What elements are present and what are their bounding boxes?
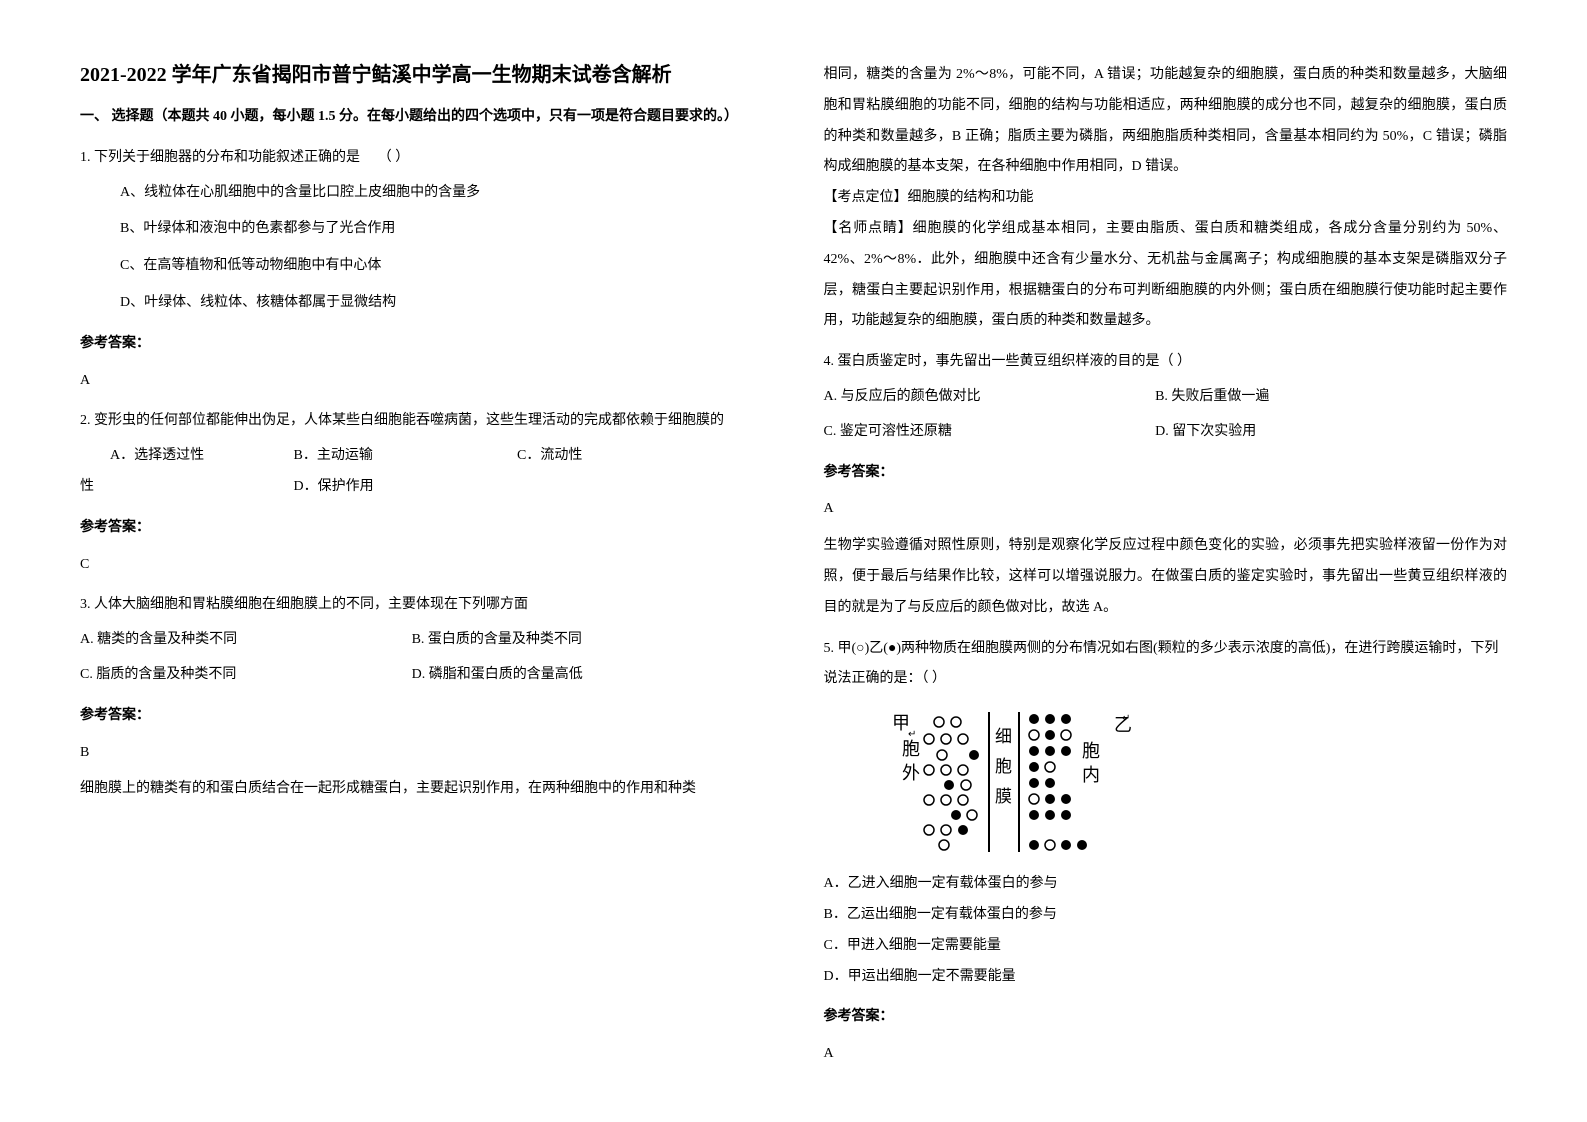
q4-options-row2: C. 鉴定可溶性还原糖 D. 留下次实验用 bbox=[824, 417, 1508, 448]
q1-option-a: A、线粒体在心肌细胞中的含量比口腔上皮细胞中的含量多 bbox=[120, 178, 764, 209]
q3-option-d: D. 磷脂和蛋白质的含量高低 bbox=[412, 660, 740, 691]
svg-text:↵: ↵ bbox=[1122, 713, 1130, 724]
question-5: 5. 甲(○)乙(●)两种物质在细胞膜两侧的分布情况如右图(颗粒的多少表示浓度的… bbox=[824, 634, 1508, 696]
q4-explanation: 生物学实验遵循对照性原则，特别是观察化学反应过程中颜色变化的实验，必须事先把实验… bbox=[824, 531, 1508, 623]
q4-answer: A bbox=[824, 494, 1508, 525]
svg-text:胞: 胞 bbox=[995, 757, 1012, 776]
q5-option-d: D．甲运出细胞一定不需要能量 bbox=[824, 962, 1508, 993]
q5-option-c: C．甲进入细胞一定需要能量 bbox=[824, 931, 1508, 962]
q3-options-row1: A. 糖类的含量及种类不同 B. 蛋白质的含量及种类不同 bbox=[80, 625, 764, 656]
question-4: 4. 蛋白质鉴定时，事先留出一些黄豆组织样液的目的是（ ） bbox=[824, 347, 1508, 378]
q3-mingshi: 【名师点睛】细胞膜的化学组成基本相同，主要由脂质、蛋白质和糖类组成，各成分含量分… bbox=[824, 214, 1508, 337]
q5-diagram: 甲 ↵ 胞 外 细 bbox=[864, 707, 1508, 857]
q1-answer-label: 参考答案： bbox=[80, 329, 764, 360]
q1-stem: 1. 下列关于细胞器的分布和功能叙述正确的是 bbox=[80, 150, 360, 165]
q2-option-a: A．选择透过性 bbox=[110, 441, 290, 472]
q3-option-a: A. 糖类的含量及种类不同 bbox=[80, 625, 408, 656]
q2-options-row1: A．选择透过性 B．主动运输 C．流动性 bbox=[110, 441, 764, 472]
q4-option-c: C. 鉴定可溶性还原糖 bbox=[824, 417, 1152, 448]
q1-option-d: D、叶绿体、线粒体、核糖体都属于显微结构 bbox=[120, 288, 764, 319]
q5-answer: A bbox=[824, 1039, 1508, 1070]
q3-options-row2: C. 脂质的含量及种类不同 D. 磷脂和蛋白质的含量高低 bbox=[80, 660, 764, 691]
q2-option-c: C．流动性 bbox=[517, 441, 582, 472]
question-3: 3. 人体大脑细胞和胃粘膜细胞在细胞膜上的不同，主要体现在下列哪方面 bbox=[80, 590, 764, 621]
q3-explanation-partial: 细胞膜上的糖类有的和蛋白质结合在一起形成糖蛋白，主要起识别作用，在两种细胞中的作… bbox=[80, 774, 764, 805]
q1-paren: （ ） bbox=[364, 143, 424, 174]
kaodian-text: 细胞膜的结构和功能 bbox=[908, 190, 1034, 205]
q1-answer: A bbox=[80, 366, 764, 397]
q3-explanation-cont: 相同，糖类的含量为 2%～8%，可能不同，A 错误；功能越复杂的细胞膜，蛋白质的… bbox=[824, 60, 1508, 183]
q3-option-c: C. 脂质的含量及种类不同 bbox=[80, 660, 408, 691]
svg-text:膜: 膜 bbox=[995, 787, 1012, 806]
q2-answer-label: 参考答案： bbox=[80, 513, 764, 544]
q2-answer: C bbox=[80, 550, 764, 581]
kaodian-label: 【考点定位】 bbox=[824, 190, 908, 205]
q4-answer-label: 参考答案： bbox=[824, 458, 1508, 489]
q2-option-b: B．主动运输 bbox=[294, 441, 514, 472]
left-column: 2021-2022 学年广东省揭阳市普宁鲒溪中学高一生物期末试卷含解析 一、 选… bbox=[80, 60, 764, 1062]
mingshi-text: 细胞膜的化学组成基本相同，主要由脂质、蛋白质和糖类组成，各成分含量分别约为 50… bbox=[824, 221, 1508, 328]
q4-option-b: B. 失败后重做一遍 bbox=[1155, 382, 1483, 413]
mingshi-label: 【名师点睛】 bbox=[824, 221, 913, 236]
svg-text:细: 细 bbox=[995, 727, 1012, 746]
q1-option-b: B、叶绿体和液泡中的色素都参与了光合作用 bbox=[120, 214, 764, 245]
question-1: 1. 下列关于细胞器的分布和功能叙述正确的是 （ ） bbox=[80, 143, 764, 174]
q5-option-b: B．乙运出细胞一定有载体蛋白的参与 bbox=[824, 900, 1508, 931]
q4-options-row1: A. 与反应后的颜色做对比 B. 失败后重做一遍 bbox=[824, 382, 1508, 413]
exam-title: 2021-2022 学年广东省揭阳市普宁鲒溪中学高一生物期末试卷含解析 bbox=[80, 60, 764, 90]
q1-option-c: C、在高等植物和低等动物细胞中有中心体 bbox=[120, 251, 764, 282]
q4-option-a: A. 与反应后的颜色做对比 bbox=[824, 382, 1152, 413]
q5-answer-label: 参考答案： bbox=[824, 1002, 1508, 1033]
svg-text:胞: 胞 bbox=[902, 739, 920, 759]
section-1-header: 一、 选择题（本题共 40 小题，每小题 1.5 分。在每小题给出的四个选项中，… bbox=[80, 102, 764, 133]
question-2: 2. 变形虫的任何部位都能伸出伪足，人体某些白细胞能吞噬病菌，这些生理活动的完成… bbox=[80, 406, 764, 437]
q3-option-b: B. 蛋白质的含量及种类不同 bbox=[412, 625, 740, 656]
q3-answer-label: 参考答案： bbox=[80, 701, 764, 732]
q3-kaodian: 【考点定位】细胞膜的结构和功能 bbox=[824, 183, 1508, 214]
q2-option-d: D．保护作用 bbox=[294, 472, 374, 503]
svg-text:外: 外 bbox=[902, 763, 920, 783]
q5-option-a: A．乙进入细胞一定有载体蛋白的参与 bbox=[824, 869, 1508, 900]
q4-option-d: D. 留下次实验用 bbox=[1155, 417, 1483, 448]
q3-answer: B bbox=[80, 738, 764, 769]
svg-text:胞: 胞 bbox=[1082, 741, 1100, 761]
q2-options-row2: 性 D．保护作用 bbox=[80, 472, 764, 503]
right-column: 相同，糖类的含量为 2%～8%，可能不同，A 错误；功能越复杂的细胞膜，蛋白质的… bbox=[824, 60, 1508, 1062]
svg-text:内: 内 bbox=[1082, 765, 1100, 785]
